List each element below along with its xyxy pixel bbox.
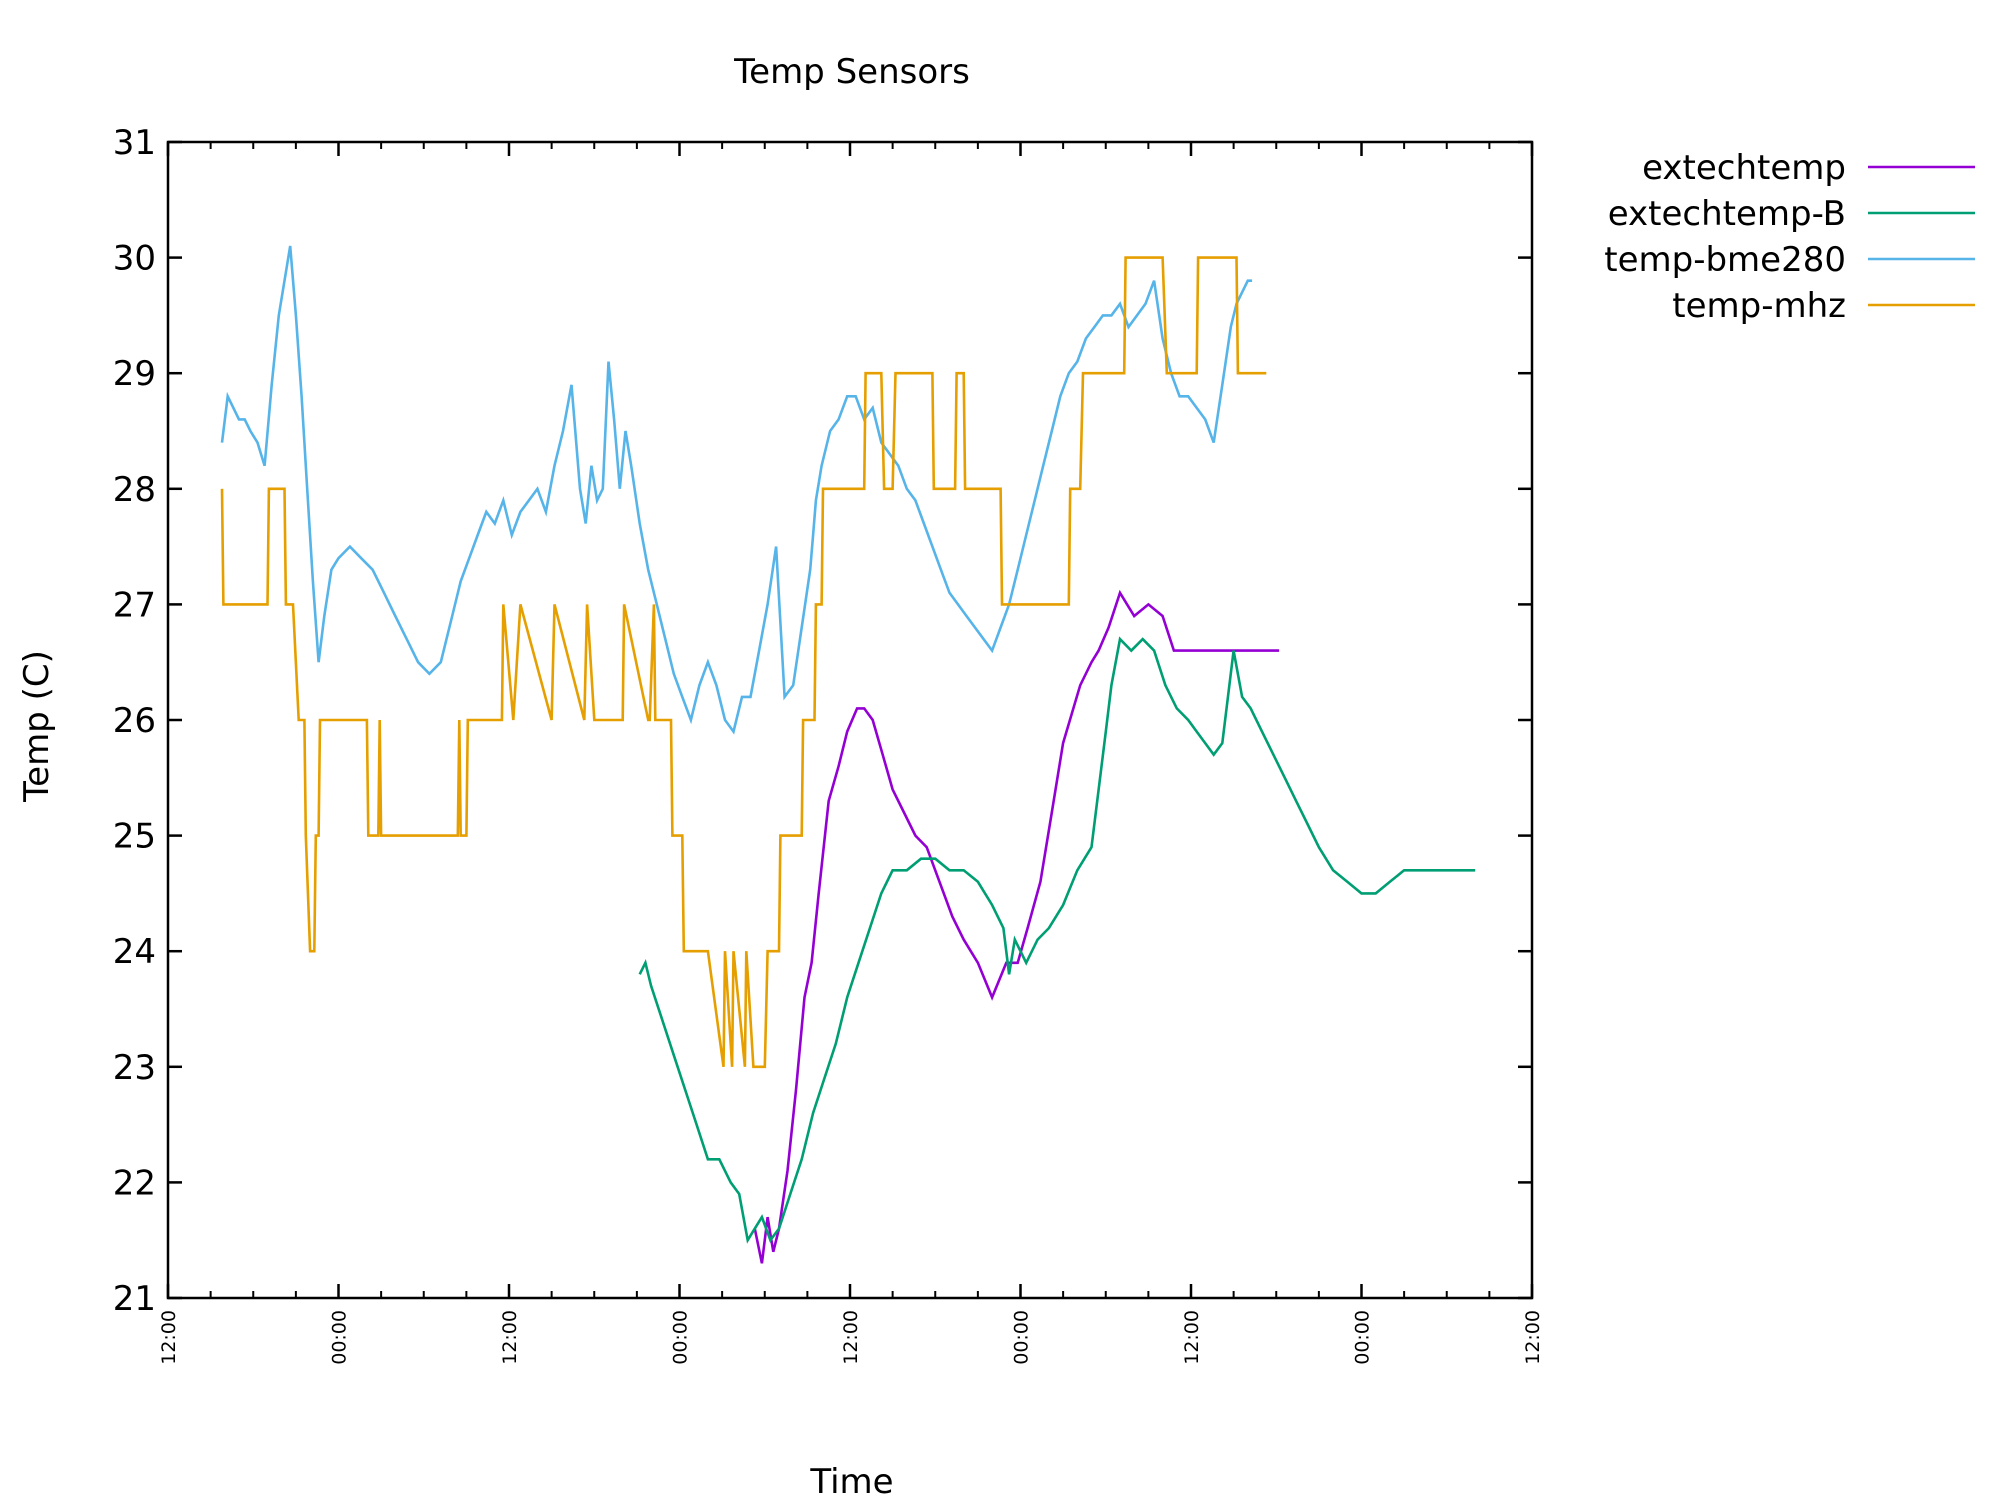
series-line-temp-mhz	[220, 256, 1267, 1069]
y-tick-label: 25	[113, 817, 156, 857]
y-tick-label: 24	[113, 932, 156, 972]
series-line-extechtemp-B	[638, 636, 1476, 1244]
y-tick-label: 22	[113, 1163, 156, 1203]
axes: 21 22 23 24 25 26 27 28 29 30 31 12:00 00:00 12:00 00:…	[113, 123, 1544, 1365]
plot-area	[220, 245, 1476, 1264]
x-tick-label: 00:00	[1011, 1310, 1033, 1365]
x-tick-label: 12:00	[840, 1310, 862, 1365]
y-tick-label: 27	[113, 585, 156, 625]
y-tick-label: 21	[113, 1279, 156, 1319]
plot-frame	[166, 140, 1534, 1300]
x-axis-label: Time	[809, 1462, 893, 1500]
x-tick-label: 00:00	[1352, 1310, 1374, 1365]
x-tick-label: 12:00	[499, 1310, 521, 1365]
y-tick-label: 30	[113, 239, 156, 279]
legend-label: temp-bme280	[1604, 240, 1846, 280]
x-tick-label: 00:00	[329, 1310, 351, 1365]
legend-label: temp-mhz	[1672, 286, 1846, 326]
series-line-temp-bme280	[220, 245, 1253, 735]
chart-title: Temp Sensors	[733, 52, 970, 92]
x-tick-label: 12:00	[1181, 1310, 1203, 1365]
y-axis-label: Temp (C)	[17, 650, 57, 803]
legend: extechtemp extechtemp-B temp-bme280 temp-mh…	[1604, 148, 1975, 326]
x-tick-label: 12:00	[1522, 1310, 1544, 1365]
y-tick-label: 23	[113, 1048, 156, 1088]
y-tick-label: 28	[113, 470, 156, 510]
legend-label: extechtemp-B	[1608, 194, 1846, 234]
y-tick-label: 29	[113, 354, 156, 394]
x-tick-label: 00:00	[670, 1310, 692, 1365]
legend-label: extechtemp	[1642, 148, 1846, 188]
series-line-extechtemp	[753, 589, 1280, 1264]
y-tick-label: 26	[113, 701, 156, 741]
y-tick-label: 31	[113, 123, 156, 163]
x-tick-label: 12:00	[158, 1310, 180, 1365]
